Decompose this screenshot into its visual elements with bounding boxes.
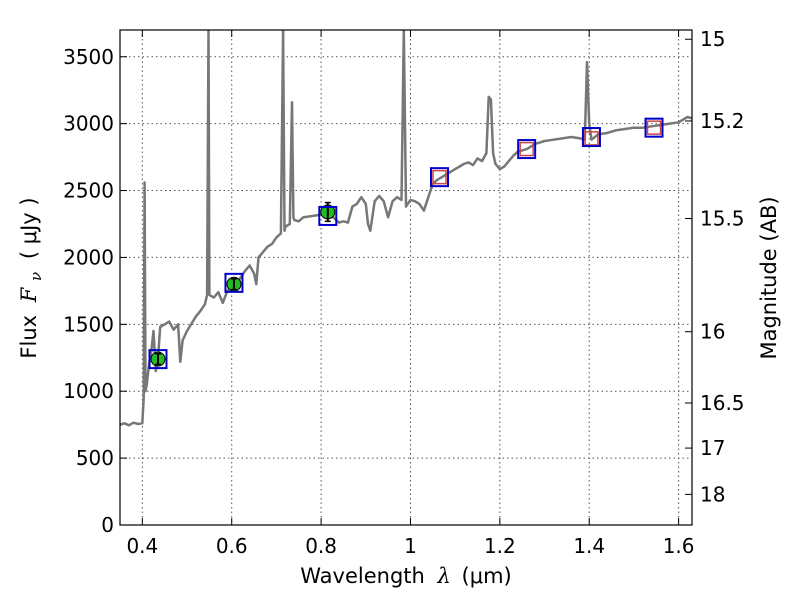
y-tick-label: 2000 (63, 245, 114, 269)
x-axis-label: Wavelength λ (μm) (300, 564, 511, 588)
model-box (581, 127, 601, 148)
y-tick-label: 3000 (63, 112, 114, 136)
x-tick-label: 1.4 (573, 534, 605, 558)
synthetic-point (584, 131, 599, 146)
x-tick-label: 0.8 (305, 534, 337, 558)
right-tick-label: 16.5 (700, 391, 745, 415)
right-tick-label: 17 (700, 436, 725, 460)
model-box (224, 272, 244, 293)
y-tick-label: 0 (101, 513, 114, 537)
right-tick-label: 15 (700, 27, 725, 51)
right-axis-label: Magnitude (AB) (757, 196, 781, 359)
y-tick-label: 2500 (63, 179, 114, 203)
y-tick-label: 1000 (63, 379, 114, 403)
model-box (148, 349, 168, 370)
y-tick-label: 3500 (63, 45, 114, 69)
tick-labels: 0.4 0.6 0.8 1 1.2 1.4 1.6 0 500 1000 1500 2000 2500 3… (63, 27, 744, 558)
model-box (430, 167, 450, 188)
x-tick-label: 0.6 (216, 534, 248, 558)
model-box (517, 139, 537, 160)
x-tick-label: 1 (404, 534, 417, 558)
y-tick-label: 500 (76, 446, 114, 470)
right-tick-label: 18 (700, 482, 725, 506)
synthetic-point (432, 169, 447, 185)
x-tick-label: 1.2 (484, 534, 516, 558)
spectrum-line (120, 30, 692, 427)
y-tick-label: 1500 (63, 312, 114, 336)
synthetic-point (519, 141, 534, 157)
synthetic-point (646, 120, 662, 135)
right-tick-label: 15.5 (700, 207, 745, 231)
tick-marks (120, 30, 692, 526)
y-axis-label: Flux F ν ( μJy ) (17, 197, 46, 358)
plot-frame (119, 29, 693, 526)
right-tick-label: 15.2 (700, 109, 745, 133)
x-tick-label: 1.6 (663, 534, 695, 558)
plot-background (120, 30, 692, 525)
model-box (644, 117, 664, 138)
data-layer (120, 30, 692, 427)
right-tick-label: 16 (700, 320, 725, 344)
x-tick-label: 0.4 (126, 534, 158, 558)
model-box (318, 205, 338, 226)
